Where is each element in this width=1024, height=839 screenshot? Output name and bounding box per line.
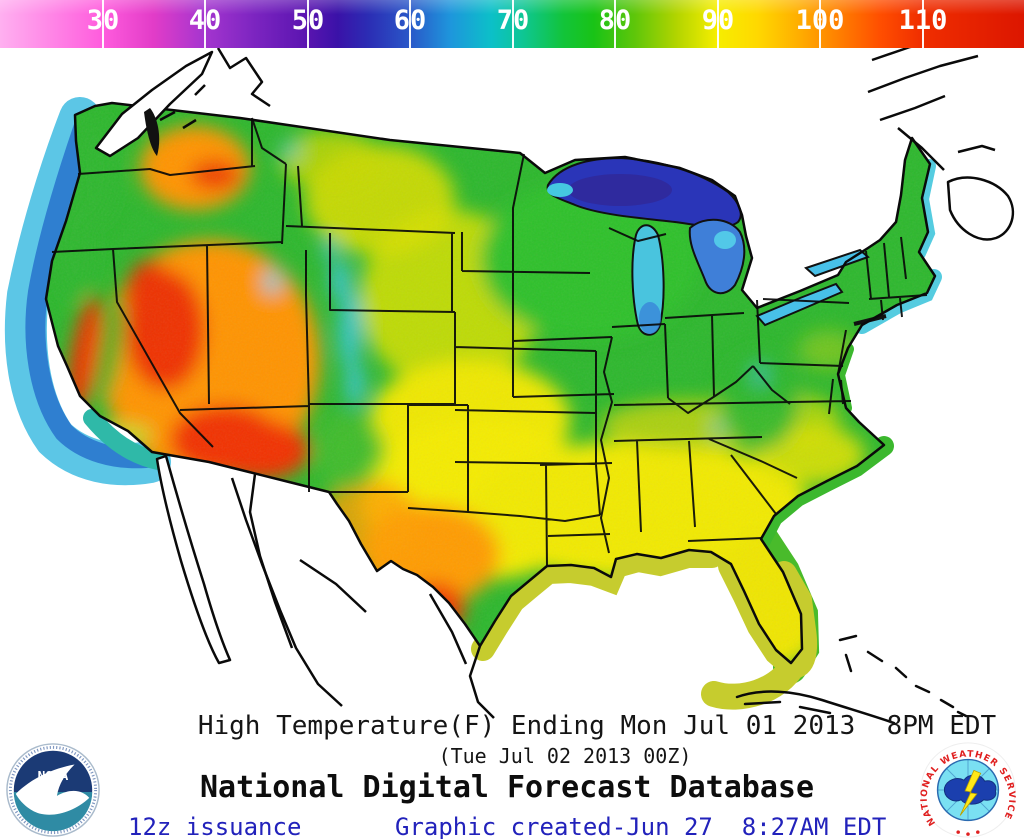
noaa-wordmark: NOAA [38, 769, 69, 784]
legend-label-60: 60 [393, 5, 427, 36]
legend-label-100: 100 [795, 5, 845, 36]
temperature-legend-bar: 30 40 50 60 70 80 90 100 110 [0, 0, 1024, 48]
legend-label-90: 90 [701, 5, 735, 36]
legend-label-50: 50 [291, 5, 325, 36]
pacific-water [4, 97, 171, 486]
noaa-logo: NOAA [6, 743, 100, 837]
legend-label-70: 70 [496, 5, 530, 36]
page-title: National Digital Forecast Database [199, 770, 815, 805]
us-outline [44, 101, 937, 665]
noaa-ring-text [8, 745, 98, 835]
issuance-label: 12z issuance [128, 813, 302, 839]
valid-time-utc: (Tue Jul 02 2013 00Z) [438, 744, 692, 768]
cuba-bahamas-outline [735, 634, 968, 725]
nws-logo: NATIONAL WEATHER SERVICE [920, 742, 1016, 838]
created-timestamp: Graphic created-Jun 27 8:27AM EDT [395, 813, 887, 839]
lake-erie [755, 282, 844, 327]
great-lakes [546, 156, 870, 336]
legend-label-30: 30 [86, 5, 120, 36]
legend-label-80: 80 [598, 5, 632, 36]
legend-label-40: 40 [188, 5, 222, 36]
noaa-seagull-icon [15, 764, 90, 815]
legend-label-110: 110 [898, 5, 948, 36]
nws-lightning-icon [959, 769, 982, 816]
mexico-outline [155, 454, 495, 719]
state-borders [51, 117, 928, 567]
map-title-line: High Temperature(F) Ending Mon Jul 01 20… [197, 711, 997, 741]
